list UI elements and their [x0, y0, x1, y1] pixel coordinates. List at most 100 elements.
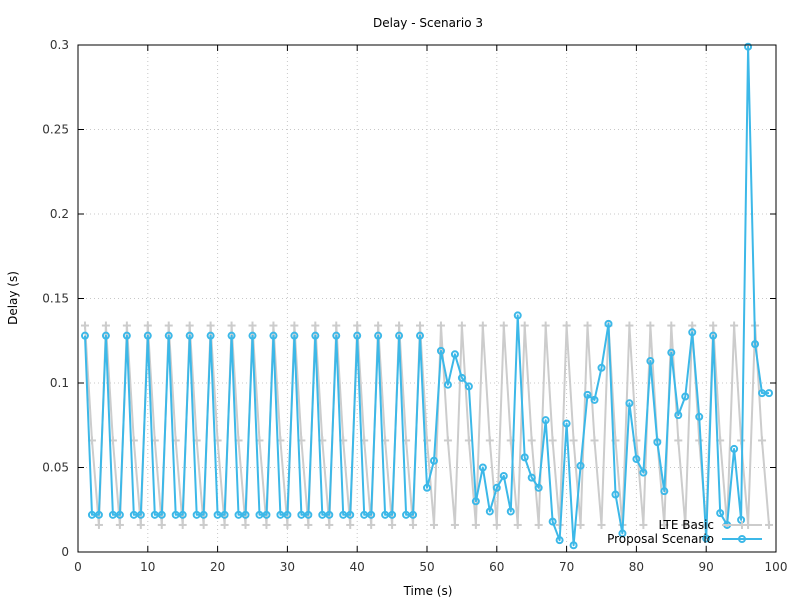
data-point-lte-basic	[688, 321, 697, 330]
x-tick-label: 20	[210, 560, 225, 574]
data-point-lte-basic	[674, 436, 683, 445]
data-point-proposal-scenario	[527, 473, 536, 482]
data-point-lte-basic	[548, 436, 557, 445]
data-point-proposal-scenario	[220, 510, 229, 519]
data-point-lte-basic	[639, 520, 648, 529]
data-point-proposal-scenario	[688, 328, 697, 337]
y-tick-label: 0	[61, 545, 69, 559]
data-point-proposal-scenario	[367, 510, 376, 519]
data-point-proposal-scenario	[569, 541, 578, 550]
data-point-proposal-scenario	[576, 461, 585, 470]
data-point-lte-basic	[304, 520, 313, 529]
data-point-lte-basic	[758, 436, 767, 445]
data-point-lte-basic	[660, 520, 669, 529]
legend-marker-proposal-scenario	[738, 535, 746, 543]
data-point-proposal-scenario	[178, 510, 187, 519]
y-tick-label: 0.05	[42, 461, 69, 475]
series-group	[80, 42, 774, 550]
data-point-proposal-scenario	[590, 395, 599, 404]
data-point-lte-basic	[534, 520, 543, 529]
data-point-proposal-scenario	[681, 392, 690, 401]
data-point-lte-basic	[520, 321, 529, 330]
data-point-lte-basic	[283, 520, 292, 529]
data-point-proposal-scenario	[611, 490, 620, 499]
x-tick-label: 70	[559, 560, 574, 574]
x-tick-label: 100	[765, 560, 788, 574]
data-point-lte-basic	[695, 436, 704, 445]
data-point-proposal-scenario	[157, 510, 166, 519]
data-point-lte-basic	[471, 520, 480, 529]
axis-ticks: 0 10 20 30 40 50 60 70 80 90 100 0 0.05 0.1 0.15 0.2 0.2…	[42, 38, 787, 574]
data-point-proposal-scenario	[409, 510, 418, 519]
data-point-lte-basic	[765, 520, 774, 529]
data-point-proposal-scenario	[674, 411, 683, 420]
y-tick-label: 0.25	[42, 123, 69, 137]
data-point-lte-basic	[325, 520, 334, 529]
data-point-lte-basic	[737, 436, 746, 445]
data-point-proposal-scenario	[702, 534, 711, 543]
data-point-lte-basic	[157, 520, 166, 529]
data-point-lte-basic	[220, 520, 229, 529]
data-point-proposal-scenario	[513, 311, 522, 320]
data-point-proposal-scenario	[269, 331, 278, 340]
data-point-lte-basic	[374, 321, 383, 330]
data-point-lte-basic	[311, 321, 320, 330]
series-proposal-scenario	[80, 42, 774, 550]
data-point-lte-basic	[485, 436, 494, 445]
data-point-proposal-scenario	[115, 510, 124, 519]
data-point-proposal-scenario	[485, 507, 494, 516]
data-point-proposal-scenario	[423, 483, 431, 492]
data-point-proposal-scenario	[506, 507, 515, 516]
data-point-lte-basic	[178, 520, 187, 529]
data-point-proposal-scenario	[206, 331, 215, 340]
data-point-proposal-scenario	[429, 456, 438, 465]
data-point-lte-basic	[395, 321, 404, 330]
data-point-proposal-scenario	[583, 390, 592, 399]
chart-title: Delay - Scenario 3	[373, 16, 483, 30]
data-point-lte-basic	[206, 321, 215, 330]
data-point-lte-basic	[227, 321, 236, 330]
y-tick-label: 0.15	[42, 292, 69, 306]
data-point-proposal-scenario	[311, 331, 320, 340]
x-tick-label: 50	[419, 560, 434, 574]
data-point-proposal-scenario	[667, 348, 676, 357]
data-point-proposal-scenario	[709, 331, 718, 340]
data-point-lte-basic	[478, 321, 487, 330]
data-point-proposal-scenario	[290, 331, 299, 340]
data-point-lte-basic	[143, 321, 152, 330]
data-point-proposal-scenario	[716, 509, 725, 518]
legend-marker-lte-basic	[738, 521, 746, 529]
data-point-proposal-scenario	[618, 529, 627, 538]
x-axis-title: Time (s)	[403, 584, 453, 598]
data-point-lte-basic	[541, 321, 550, 330]
data-point-proposal-scenario	[325, 510, 334, 519]
data-point-proposal-scenario	[388, 510, 397, 519]
data-point-proposal-scenario	[353, 331, 362, 340]
data-point-proposal-scenario	[632, 455, 641, 464]
data-point-proposal-scenario	[499, 471, 508, 480]
legend-label-proposal-scenario: Proposal Scenario	[607, 532, 714, 546]
data-point-proposal-scenario	[164, 331, 173, 340]
data-point-proposal-scenario	[541, 416, 550, 425]
data-point-proposal-scenario	[450, 350, 459, 359]
data-point-proposal-scenario	[604, 319, 613, 328]
data-point-lte-basic	[576, 520, 585, 529]
data-point-lte-basic	[429, 520, 438, 529]
data-point-proposal-scenario	[395, 331, 404, 340]
data-point-lte-basic	[709, 321, 718, 330]
x-tick-label: 10	[140, 560, 155, 574]
data-point-proposal-scenario	[416, 331, 425, 340]
data-point-lte-basic	[367, 520, 376, 529]
data-point-proposal-scenario	[436, 346, 445, 355]
data-point-proposal-scenario	[262, 510, 271, 519]
data-point-proposal-scenario	[248, 331, 257, 340]
data-point-lte-basic	[492, 520, 501, 529]
data-point-lte-basic	[443, 436, 452, 445]
data-point-lte-basic	[185, 321, 194, 330]
data-point-proposal-scenario	[695, 412, 704, 421]
x-tick-label: 90	[699, 560, 714, 574]
data-point-proposal-scenario	[744, 42, 753, 51]
data-point-lte-basic	[353, 321, 362, 330]
data-point-lte-basic	[681, 520, 690, 529]
